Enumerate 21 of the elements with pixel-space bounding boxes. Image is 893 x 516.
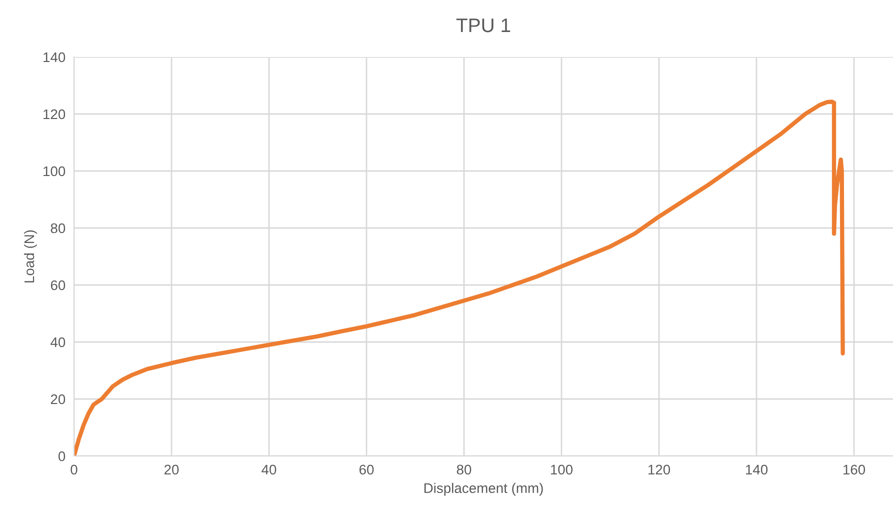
x-tick-label: 60 [359, 464, 374, 475]
line-series [74, 100, 845, 456]
y-tick-label: 40 [50, 337, 66, 348]
y-tick-label: 60 [50, 280, 66, 290]
y-tick-label: 140 [44, 52, 66, 62]
x-tick-label: 100 [550, 464, 573, 475]
x-axis-title: Displacement (mm) [424, 482, 543, 496]
x-tick-label: 140 [746, 464, 768, 475]
x-tick-label: 40 [262, 464, 276, 475]
chart-title: TPU 1 [456, 18, 510, 32]
x-tick-label: 120 [648, 464, 670, 475]
x-tick-label: 80 [456, 464, 472, 475]
y-tick-label: 100 [44, 166, 66, 176]
y-tick-label: 80 [50, 223, 66, 234]
y-tick-label: 120 [44, 109, 66, 120]
x-tick-label: 0 [70, 464, 78, 475]
y-axis-title: Load (N) [24, 230, 37, 282]
x-tick-label: 20 [164, 464, 179, 475]
y-tick-label: 0 [58, 451, 66, 462]
x-tick-label: 160 [843, 464, 866, 475]
y-tick-label: 20 [50, 394, 66, 404]
